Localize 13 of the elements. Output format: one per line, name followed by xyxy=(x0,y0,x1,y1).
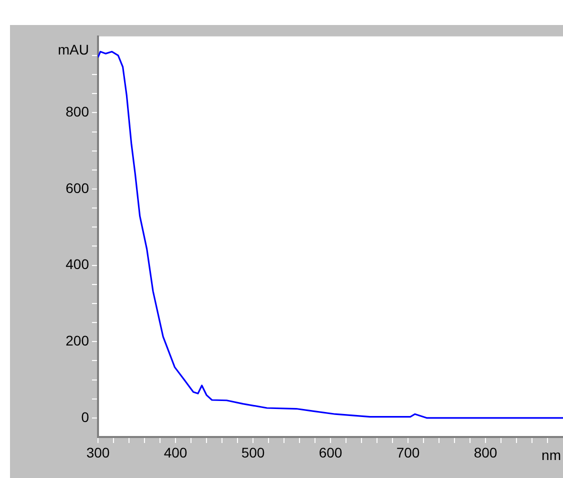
x-tick-label: 700 xyxy=(396,444,420,460)
x-tick-label: 500 xyxy=(241,444,265,460)
y-axis-title: mAU xyxy=(58,41,89,58)
y-tick-label: 400 xyxy=(66,256,90,272)
x-tick-label: 300 xyxy=(86,444,110,460)
y-tick-label: 600 xyxy=(66,180,90,196)
x-tick-label: 800 xyxy=(474,444,498,460)
y-tick-label: 0 xyxy=(81,408,90,425)
x-tick-label: 400 xyxy=(164,444,188,460)
x-tick-label: 600 xyxy=(318,444,342,460)
y-tick-label: 200 xyxy=(66,332,90,348)
y-tick-label: 800 xyxy=(66,104,90,120)
x-axis-title: nm xyxy=(542,446,561,463)
